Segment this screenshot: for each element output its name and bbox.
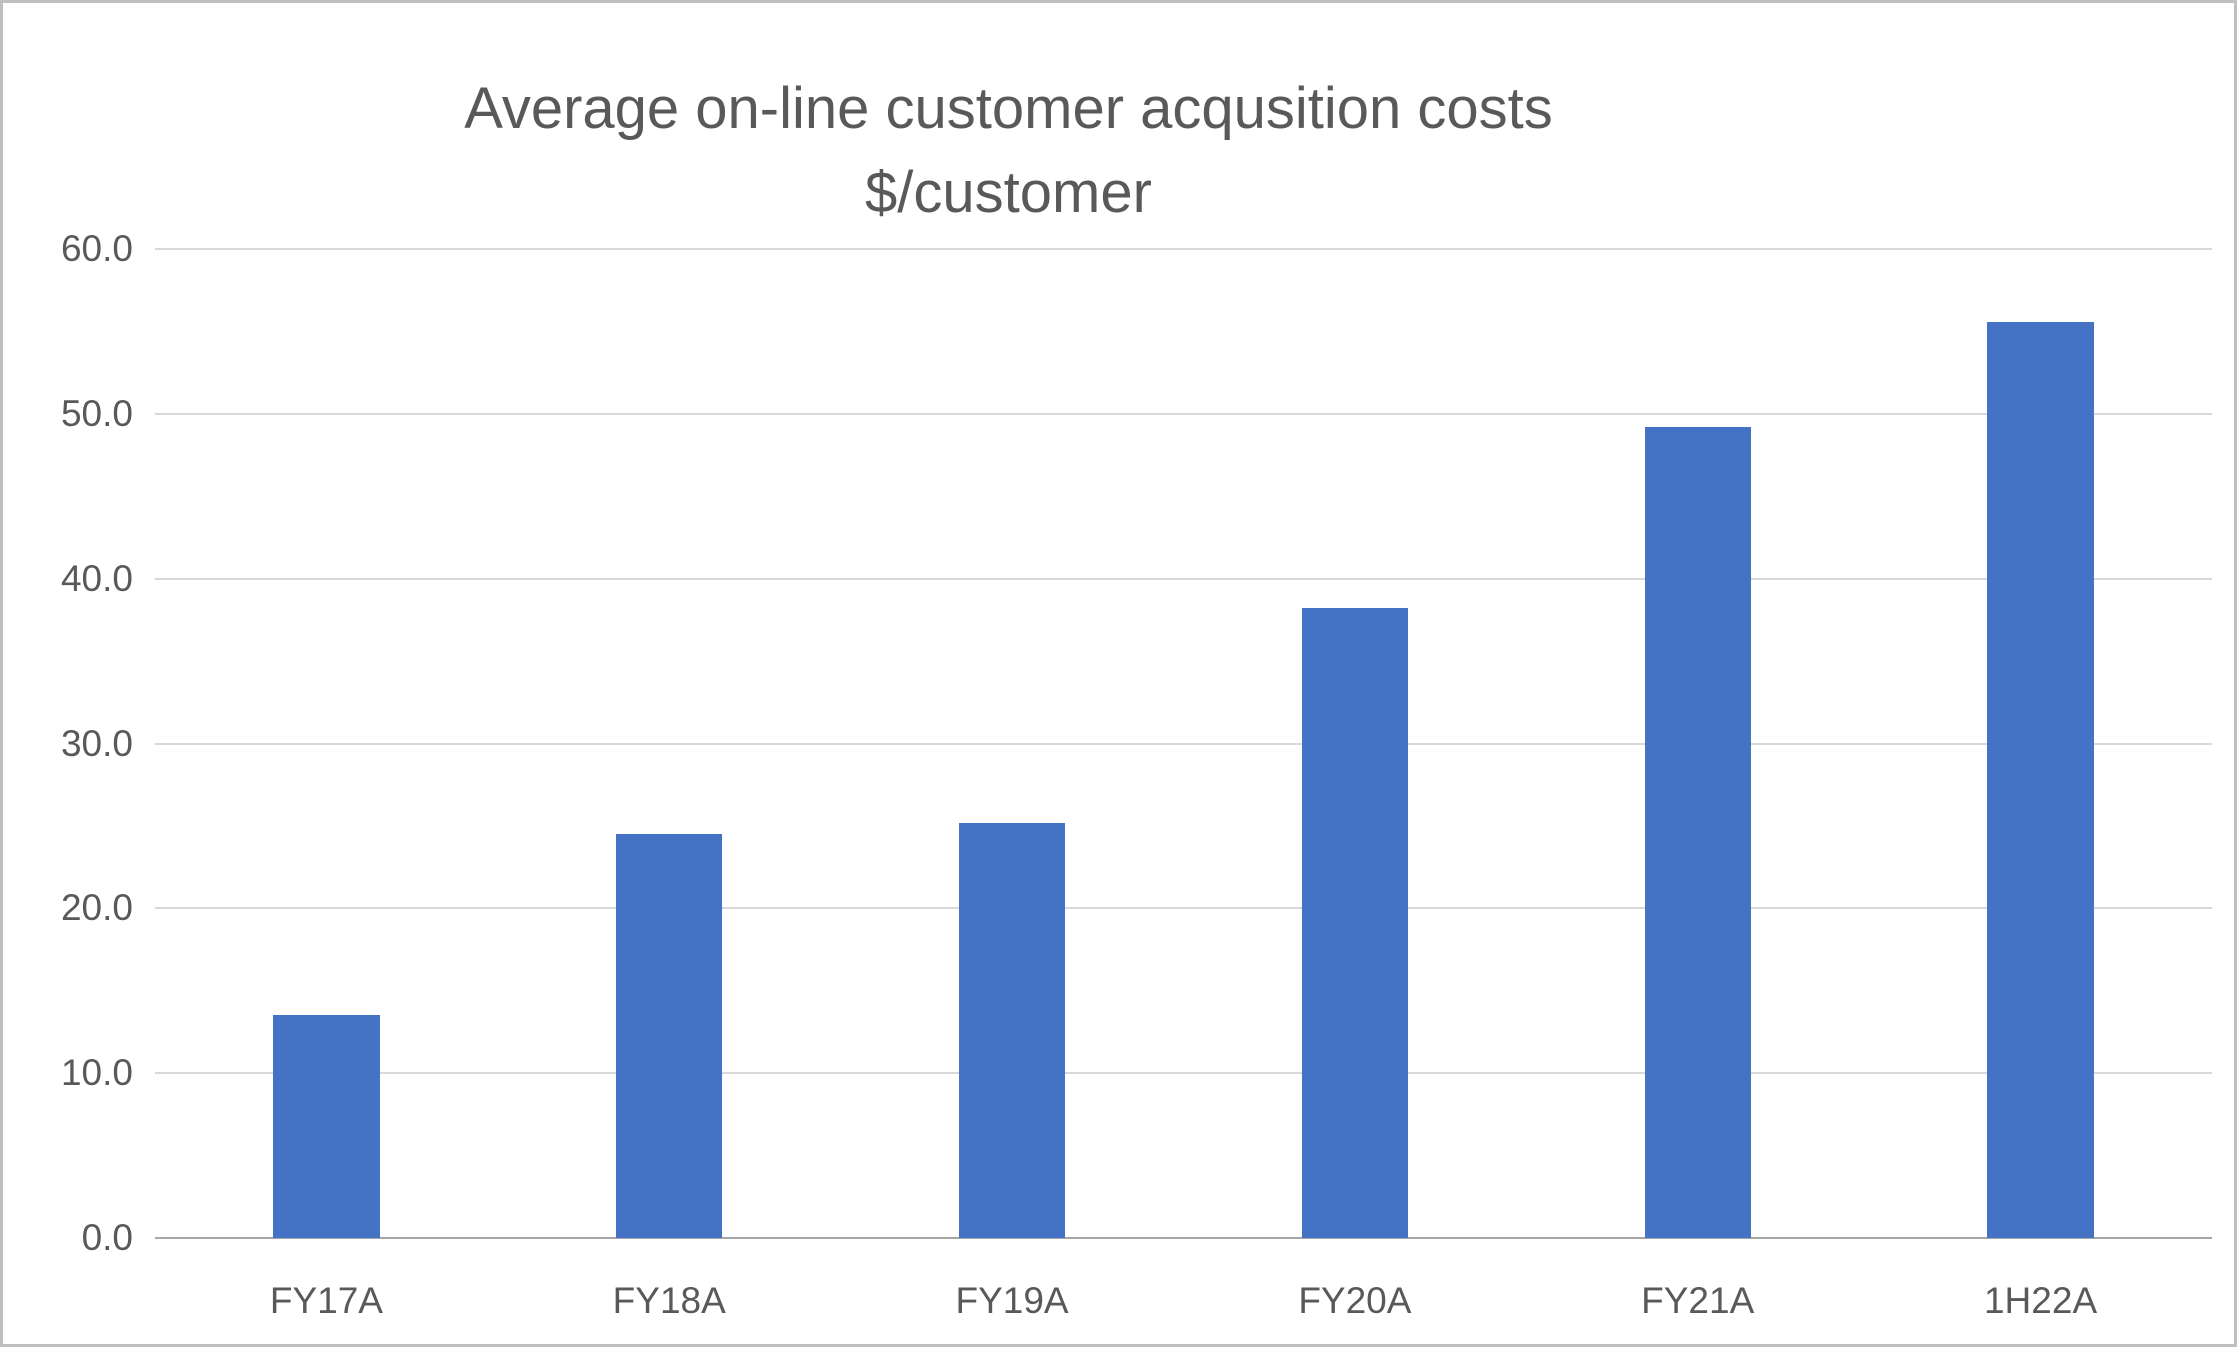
x-tick-label: FY19A bbox=[955, 1280, 1069, 1321]
bar-FY20A bbox=[1301, 608, 1409, 1238]
chart-title: Average on-line customer acqusition cost… bbox=[3, 67, 2124, 235]
y-tick-label: 60.0 bbox=[60, 228, 133, 269]
y-axis-labels: 0.0 10.0 20.0 30.0 40.0 50.0 60.0 bbox=[3, 228, 133, 1258]
bar-slot bbox=[498, 249, 841, 1238]
bar-1H22A bbox=[1987, 321, 2094, 1238]
bar-series bbox=[155, 249, 2212, 1238]
y-tick-label: 0.0 bbox=[81, 1217, 133, 1258]
chart-title-line2: $/customer bbox=[865, 160, 1152, 226]
x-tick-label: 1H22A bbox=[1983, 1280, 2098, 1321]
bar-FY18A bbox=[616, 834, 723, 1238]
y-gridline bbox=[155, 412, 2212, 415]
bar-FY19A bbox=[958, 822, 1066, 1238]
bar-slot bbox=[155, 249, 498, 1238]
x-tick-label: FY20A bbox=[1298, 1280, 1412, 1321]
x-tick-label: FY21A bbox=[1641, 1280, 1755, 1321]
x-axis-labels: FY17A FY18A FY19A FY20A FY21A 1H22A bbox=[155, 1266, 2212, 1326]
bar-slot bbox=[1869, 249, 2212, 1238]
y-tick-label: 40.0 bbox=[60, 557, 133, 599]
bar-slot bbox=[1183, 249, 1526, 1238]
y-tick-label: 50.0 bbox=[60, 392, 133, 434]
chart-title-line1: Average on-line customer acqusition cost… bbox=[464, 76, 1553, 141]
x-tick-label: FY18A bbox=[612, 1280, 726, 1321]
y-gridline bbox=[155, 1072, 2212, 1075]
y-gridline bbox=[155, 742, 2212, 745]
bar-slot bbox=[1526, 249, 1869, 1238]
x-axis-line bbox=[155, 1237, 2212, 1239]
y-gridline bbox=[155, 907, 2212, 910]
x-tick-label: FY17A bbox=[269, 1280, 383, 1321]
bar-FY21A bbox=[1644, 427, 1751, 1238]
y-gridline bbox=[155, 248, 2212, 250]
plot-area bbox=[155, 248, 2212, 1239]
y-tick-label: 30.0 bbox=[60, 722, 133, 764]
y-gridline bbox=[155, 577, 2212, 580]
bar-FY17A bbox=[273, 1015, 380, 1238]
y-tick-label: 20.0 bbox=[60, 887, 133, 929]
y-tick-label: 10.0 bbox=[60, 1052, 133, 1094]
bar-slot bbox=[841, 249, 1184, 1238]
